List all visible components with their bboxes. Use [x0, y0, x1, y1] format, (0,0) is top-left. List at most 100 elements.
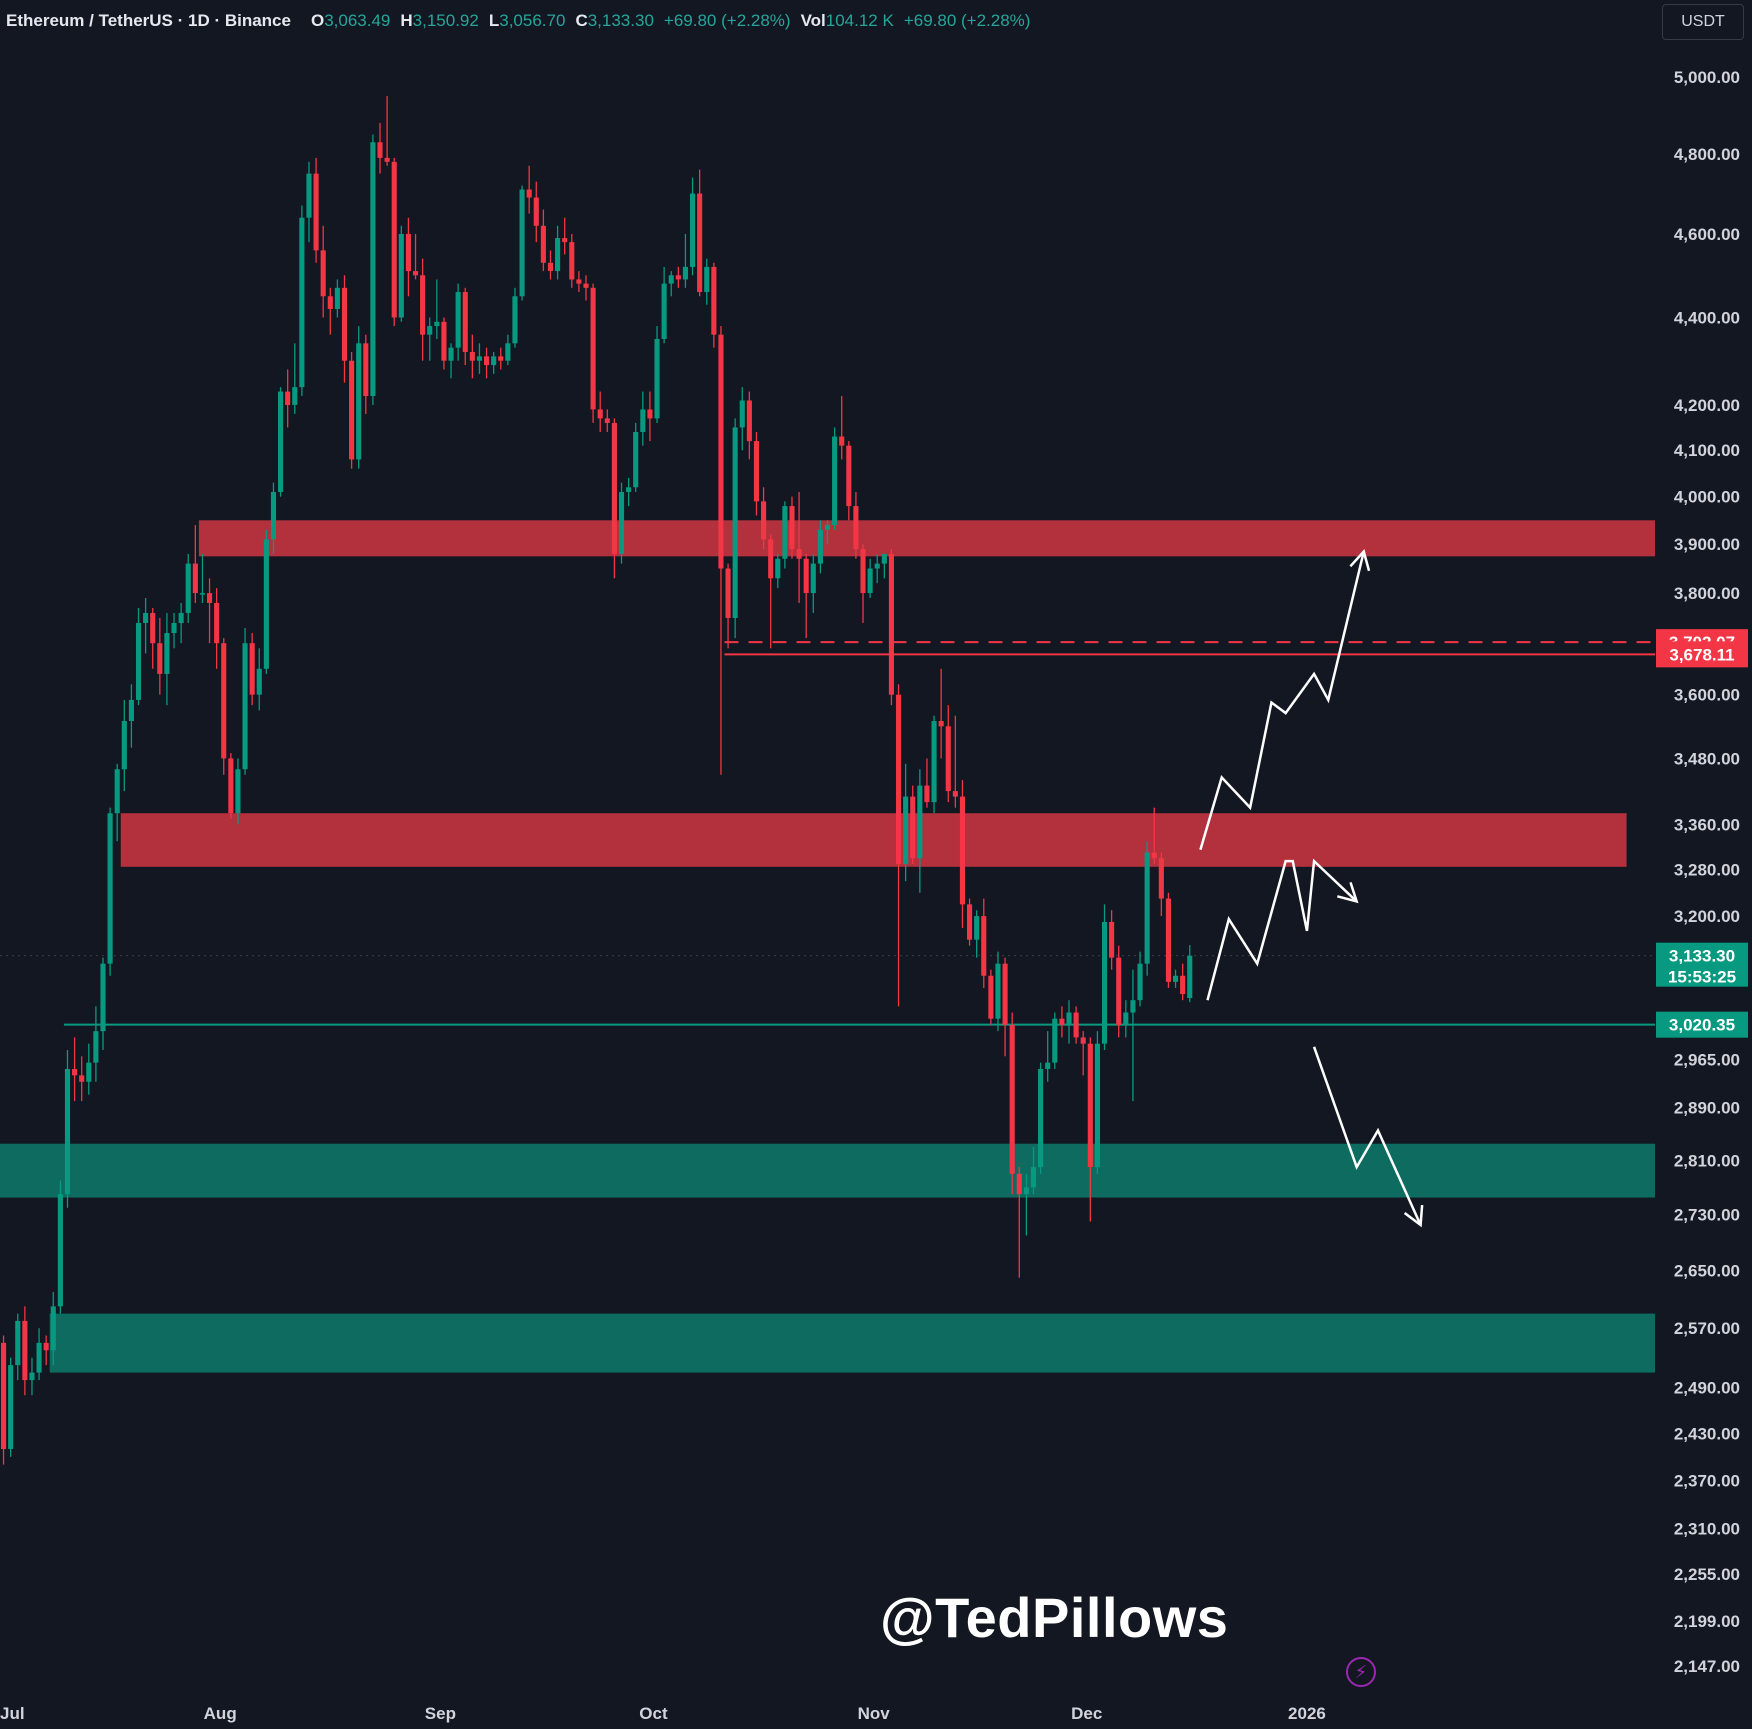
candle-2025-12-15	[1187, 945, 1193, 1003]
candle-2025-08-19	[349, 351, 355, 469]
candle-2025-07-12	[79, 1056, 85, 1102]
candle-body	[711, 266, 717, 335]
candle-body	[491, 356, 497, 366]
candle-body	[164, 633, 170, 674]
open-value: 3,063.49	[324, 11, 391, 30]
candle-2025-09-16	[547, 250, 554, 280]
candle-body	[1130, 1000, 1136, 1013]
candle-2025-10-18	[775, 553, 781, 589]
candle-body	[682, 266, 688, 280]
candle-2025-09-02	[448, 343, 454, 379]
candle-body	[256, 668, 262, 695]
candle-2025-11-03	[888, 549, 894, 706]
price-tick-label: 2,255.00	[1674, 1565, 1740, 1584]
candle-2025-08-26	[398, 225, 404, 322]
price-tick-label: 2,490.00	[1674, 1379, 1740, 1398]
symbol-title[interactable]: Ethereum / TetherUS · 1D · Binance	[6, 11, 291, 30]
candle-2025-07-19	[128, 684, 134, 748]
candle-body	[569, 242, 575, 280]
candle-2025-09-11	[512, 287, 518, 348]
candle-2025-08-10	[285, 369, 291, 428]
candle-2025-07-30	[206, 578, 213, 644]
candle-2025-07-29	[199, 553, 205, 603]
candle-body	[761, 501, 767, 540]
candle-body	[846, 445, 852, 507]
candle-2025-12-09	[1144, 841, 1150, 976]
candle-2025-10-09	[711, 262, 717, 348]
candle-2025-07-01	[0, 1335, 7, 1465]
candle-body	[1009, 1024, 1015, 1174]
candle-body	[768, 539, 774, 579]
horizontal-lines-layer	[0, 641, 1655, 1026]
candle-2025-09-25	[611, 418, 617, 579]
candle-body	[867, 568, 873, 594]
candle-2025-11-08	[924, 758, 930, 808]
candle-body	[15, 1320, 21, 1366]
currency-button[interactable]: USDT	[1662, 4, 1744, 40]
candle-body	[697, 193, 703, 293]
candle-2025-08-23	[377, 122, 383, 174]
candle-body	[1030, 1167, 1037, 1188]
candle-2025-07-22	[150, 607, 156, 669]
candle-2025-12-02	[1094, 1031, 1100, 1174]
candle-2025-08-22	[370, 134, 376, 405]
candle-body	[0, 1342, 7, 1450]
candle-2025-09-03	[455, 283, 461, 361]
candle-body	[924, 785, 930, 803]
price-axis: 5,000.00 4,800.00 4,600.00 4,400.00 4,200.00…	[1674, 68, 1740, 1676]
candle-2025-09-09	[498, 347, 504, 370]
candle-body	[1165, 898, 1172, 982]
candle-body	[1158, 858, 1164, 899]
candle-2025-09-12	[519, 185, 525, 301]
candle-2025-07-24	[164, 612, 170, 706]
candle-2025-10-03	[668, 271, 674, 297]
candle-body	[79, 1075, 85, 1082]
lightning-icon[interactable]: ⚡	[1346, 1657, 1376, 1687]
price-tick-label: 2,965.00	[1674, 1050, 1740, 1069]
candle-body	[483, 356, 490, 366]
price-tick-label: 4,400.00	[1674, 309, 1740, 328]
price-badge-label: 3,133.30	[1669, 947, 1735, 966]
candle-2025-11-12	[952, 715, 958, 808]
candle-2025-09-23	[597, 391, 603, 432]
candle-body	[1116, 957, 1122, 1025]
candle-2025-11-17	[988, 969, 994, 1025]
candle-body	[377, 142, 383, 158]
price-tick-label: 4,000.00	[1674, 488, 1740, 507]
candles-layer	[0, 96, 1193, 1465]
candle-body	[476, 356, 483, 361]
time-tick-label: Oct	[639, 1704, 668, 1723]
candle-body	[299, 217, 305, 388]
candle-2025-09-18	[562, 217, 568, 255]
candle-body	[974, 916, 980, 940]
close-label: C	[575, 11, 588, 30]
price-tick-label: 4,100.00	[1674, 441, 1740, 460]
candle-2025-10-26	[832, 427, 838, 530]
price-tick-label: 2,147.00	[1674, 1657, 1740, 1676]
candle-2025-12-14	[1180, 963, 1186, 1001]
candle-2025-11-23	[1030, 1147, 1037, 1195]
candle-2025-11-27	[1059, 1006, 1065, 1038]
price-badge-1: 3,678.11	[1656, 641, 1748, 668]
candle-2025-08-29	[420, 258, 426, 361]
candle-body	[832, 436, 838, 526]
candle-body	[1087, 1043, 1093, 1168]
candle-2025-07-09	[57, 1180, 63, 1314]
candle-2025-11-01	[874, 553, 880, 584]
candle-2025-10-06	[689, 177, 696, 276]
candle-2025-08-09	[278, 387, 284, 497]
candle-body	[434, 321, 440, 327]
candle-2025-12-03	[1101, 904, 1108, 1050]
candle-body	[1123, 1012, 1129, 1025]
candle-2025-11-10	[938, 668, 944, 759]
candle-2025-10-07	[697, 169, 703, 297]
candle-2025-07-15	[100, 957, 106, 1050]
candle-2025-10-27	[839, 396, 845, 460]
candle-2025-12-07	[1130, 969, 1136, 1102]
candle-body	[50, 1306, 56, 1351]
close-value: 3,133.30	[587, 11, 654, 30]
candle-body	[704, 266, 710, 293]
candle-body	[782, 506, 788, 559]
